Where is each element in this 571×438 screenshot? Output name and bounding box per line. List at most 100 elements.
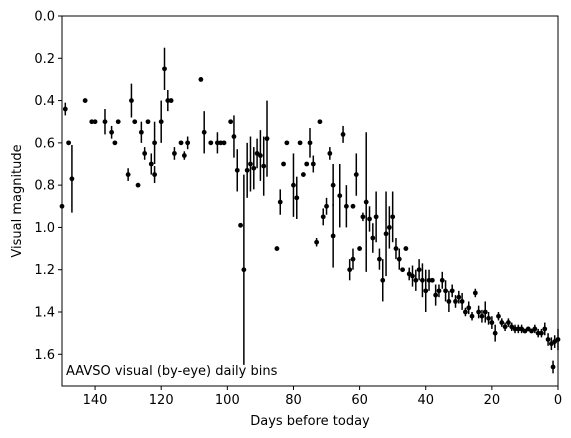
data-point — [89, 119, 95, 125]
data-point — [396, 256, 402, 262]
data-point — [413, 277, 419, 283]
y-tick-label: 0.8 — [34, 179, 55, 194]
data-point — [324, 203, 329, 209]
data-point — [258, 153, 263, 158]
data-point — [532, 326, 538, 332]
data-point — [515, 326, 521, 332]
data-point — [370, 235, 376, 241]
data-point — [165, 98, 171, 103]
data-point — [373, 214, 379, 220]
data-point — [377, 256, 382, 262]
data-point — [416, 267, 422, 273]
data-point — [291, 182, 296, 188]
data-point — [423, 288, 429, 294]
data-marks — [59, 47, 561, 374]
data-point — [115, 119, 121, 125]
data-point — [545, 337, 551, 342]
data-point — [383, 231, 389, 237]
data-point — [158, 119, 164, 125]
data-point — [218, 140, 224, 146]
data-point — [281, 161, 286, 167]
data-point — [264, 136, 270, 142]
data-point — [221, 140, 227, 146]
data-point — [228, 119, 234, 125]
data-point — [109, 129, 114, 135]
data-point — [168, 98, 174, 103]
data-point — [476, 309, 482, 315]
data-point — [429, 277, 435, 283]
data-point — [314, 239, 320, 245]
x-axis: 140 120 100 80 60 40 20 0 — [83, 386, 562, 408]
plot-frame — [61, 15, 559, 387]
x-axis-label: Days before today — [250, 414, 370, 429]
x-tick-label: 20 — [484, 393, 501, 408]
data-point — [162, 66, 167, 72]
data-point — [380, 277, 386, 283]
data-point — [261, 163, 267, 169]
data-point — [492, 330, 498, 336]
x-tick-label: 0 — [554, 393, 562, 408]
data-point — [393, 246, 399, 251]
data-point — [248, 161, 253, 167]
data-point — [469, 313, 475, 319]
data-point — [390, 214, 396, 220]
data-point — [66, 140, 72, 146]
data-point — [327, 151, 333, 156]
data-point — [347, 267, 353, 273]
data-point — [181, 153, 187, 158]
data-point — [234, 167, 240, 173]
data-point — [443, 288, 448, 294]
data-point — [304, 161, 310, 167]
data-point — [330, 233, 336, 239]
x-tick-label: 80 — [285, 393, 302, 408]
y-tick-label: 1.4 — [34, 306, 55, 321]
data-point — [152, 140, 157, 146]
y-tick-label: 1.2 — [34, 263, 55, 278]
data-point — [185, 140, 191, 146]
data-point — [330, 182, 336, 188]
x-tick-label: 40 — [417, 393, 434, 408]
data-point — [244, 167, 250, 173]
x-tick-label: 60 — [351, 393, 368, 408]
y-tick-label: 0.2 — [34, 52, 55, 67]
data-point — [463, 309, 468, 315]
data-point — [479, 313, 485, 319]
data-point — [145, 119, 151, 125]
data-point — [215, 140, 220, 146]
data-point — [277, 199, 283, 205]
data-point — [367, 216, 372, 222]
data-point — [539, 330, 544, 336]
data-point — [125, 172, 131, 177]
data-point — [400, 267, 405, 273]
y-tick-label: 0.0 — [34, 10, 55, 25]
data-point — [466, 305, 472, 311]
chart-annotation: AAVSO visual (by-eye) daily bins — [66, 364, 278, 379]
data-point — [496, 313, 501, 319]
data-point — [112, 140, 118, 146]
y-axis-label: Visual magnitude — [10, 144, 25, 257]
y-axis: 0.0 0.2 0.4 0.6 0.8 1.0 1.2 1.4 1.6 — [34, 10, 62, 363]
data-point — [251, 165, 257, 171]
data-point — [436, 288, 442, 294]
data-point — [456, 294, 462, 300]
data-point — [172, 151, 177, 156]
x-tick-label: 100 — [215, 393, 240, 408]
data-point — [62, 106, 68, 112]
data-point — [350, 203, 356, 209]
data-point — [350, 256, 356, 262]
data-point — [449, 288, 455, 294]
data-point — [92, 119, 98, 125]
data-point — [294, 195, 300, 201]
data-point — [472, 290, 478, 296]
data-point — [502, 324, 508, 330]
data-point — [307, 140, 313, 146]
data-point — [453, 299, 458, 304]
data-point — [433, 292, 439, 298]
data-point — [446, 299, 452, 304]
data-point — [403, 246, 409, 251]
data-point — [420, 277, 425, 283]
data-point — [337, 193, 343, 199]
data-point — [499, 320, 505, 325]
data-point — [482, 309, 488, 315]
